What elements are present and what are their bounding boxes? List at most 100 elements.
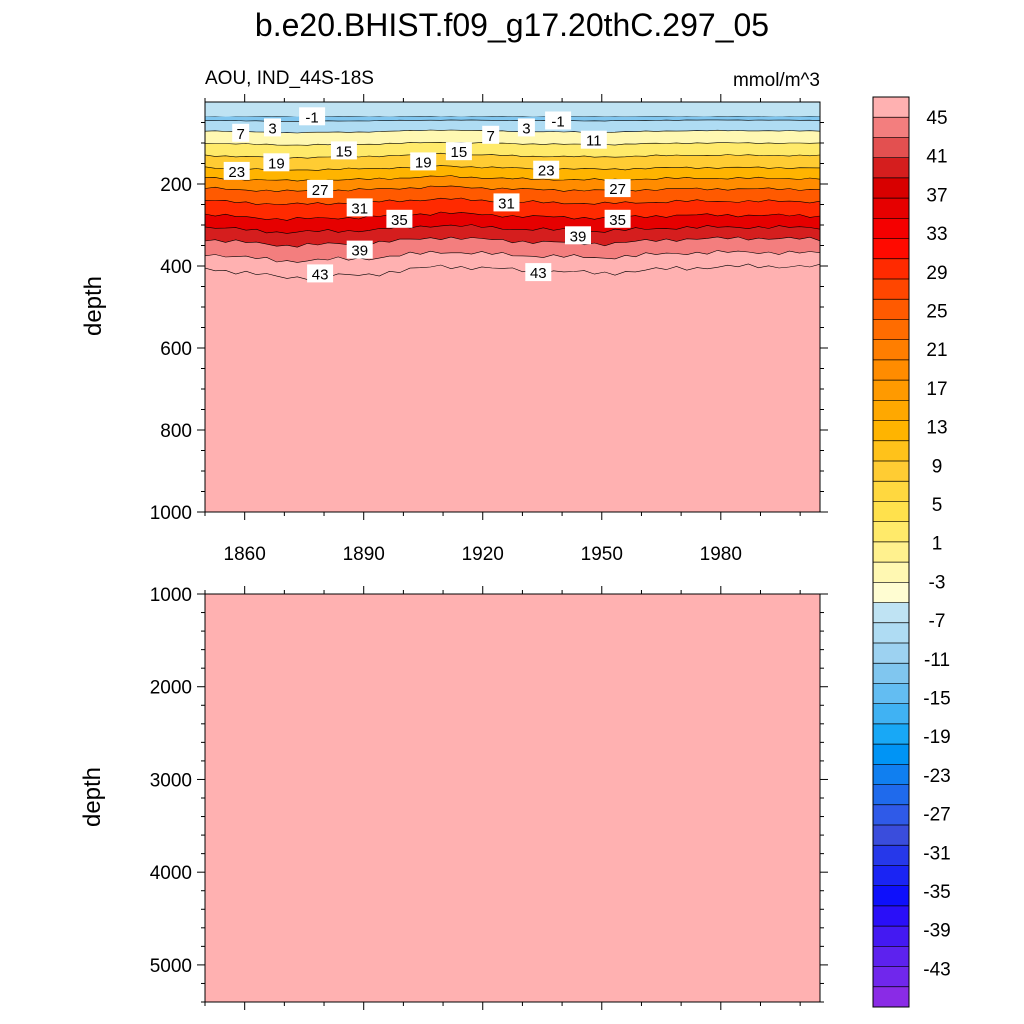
y-tick-label: 3000 bbox=[150, 770, 192, 791]
colorbar-box bbox=[873, 703, 909, 725]
colorbar-box bbox=[873, 400, 909, 421]
colorbar-box bbox=[873, 521, 909, 543]
colorbar-box bbox=[873, 258, 909, 280]
colorbar-label: -3 bbox=[929, 572, 946, 593]
colorbar-box bbox=[873, 157, 909, 179]
colorbar-label: -43 bbox=[923, 959, 950, 980]
contour-label-text: 19 bbox=[415, 154, 432, 171]
colorbar-label: -15 bbox=[923, 689, 950, 710]
colorbar-box bbox=[873, 279, 909, 300]
upper-contour-fills bbox=[205, 102, 820, 512]
colorbar-box bbox=[873, 541, 909, 563]
colorbar-box bbox=[873, 380, 909, 401]
contour-label-text: 31 bbox=[351, 200, 368, 217]
colorbar-label: -31 bbox=[923, 843, 950, 864]
colorbar-label: 45 bbox=[926, 108, 947, 129]
colorbar-box bbox=[873, 137, 909, 159]
colorbar-box bbox=[873, 97, 909, 118]
colorbar-box bbox=[873, 562, 909, 583]
contour-label-box bbox=[232, 123, 250, 142]
contour-label-box bbox=[565, 226, 591, 245]
contour-label-text: 35 bbox=[609, 212, 626, 229]
upper-depth-axis-label: depth bbox=[80, 276, 107, 336]
colorbar-label: 41 bbox=[926, 147, 947, 168]
colorbar-label: -19 bbox=[923, 727, 950, 748]
contour-label-box bbox=[604, 209, 631, 228]
contour-label-text: 7 bbox=[487, 128, 495, 145]
contour-label: 19 bbox=[263, 153, 290, 172]
x-tick-label: 1950 bbox=[581, 544, 623, 565]
colorbar-box bbox=[873, 946, 909, 967]
contour-label: 39 bbox=[346, 240, 373, 260]
colorbar-label: 1 bbox=[932, 534, 943, 555]
contour-label: 7 bbox=[482, 125, 500, 145]
contour-label-box bbox=[307, 179, 334, 198]
contour-label-box bbox=[445, 142, 472, 161]
colorbar-label: 13 bbox=[926, 418, 947, 439]
colorbar-box bbox=[873, 663, 909, 684]
colorbar-label: 21 bbox=[926, 340, 947, 361]
colorbar-box bbox=[873, 966, 909, 988]
contour-label: 19 bbox=[410, 152, 437, 171]
contour-label-box bbox=[346, 198, 373, 217]
contour-label-box bbox=[580, 130, 607, 149]
colorbar-box bbox=[873, 865, 909, 887]
colorbar-label: 25 bbox=[926, 302, 947, 323]
colorbar-box bbox=[873, 319, 909, 341]
colorbar-label: 33 bbox=[926, 224, 947, 245]
colorbar-box bbox=[873, 582, 909, 603]
colorbar-label: -35 bbox=[923, 882, 950, 903]
colorbar-box bbox=[873, 986, 909, 1008]
colorbar-label: 9 bbox=[932, 456, 943, 477]
colorbar-box bbox=[873, 198, 909, 219]
lower-plot-fill bbox=[204, 593, 821, 1003]
colorbar-box bbox=[873, 905, 909, 927]
contour-label-text: 43 bbox=[312, 266, 329, 283]
colorbar-box bbox=[873, 238, 909, 260]
contour-line-41 bbox=[205, 236, 820, 248]
left-string: AOU, IND_44S-18S bbox=[205, 68, 374, 89]
contour-label-box bbox=[386, 209, 413, 228]
contour-label-text: -1 bbox=[551, 114, 564, 131]
colorbar-box bbox=[873, 723, 909, 745]
contour-label-box bbox=[330, 141, 357, 160]
contour-label-box bbox=[307, 264, 334, 283]
upper-panel: -1 7 3 15 19 23 27 31 35 39 43 19 15 7 3 -1 11 23 27 31 35 39… bbox=[150, 94, 828, 565]
contour-line-17 bbox=[205, 165, 820, 171]
colorbar-box bbox=[873, 764, 909, 785]
contour-label-box bbox=[533, 160, 560, 179]
contour-label: 31 bbox=[493, 193, 520, 212]
contour-label: 3 bbox=[264, 118, 281, 137]
contour-label: 7 bbox=[232, 123, 250, 143]
contour-label-text: 3 bbox=[268, 120, 276, 137]
colorbar-box bbox=[873, 218, 909, 239]
colorbar-box bbox=[873, 339, 909, 361]
contour-line-13 bbox=[205, 152, 820, 159]
contour-label: 3 bbox=[517, 118, 535, 137]
contour-label-text: 23 bbox=[228, 164, 245, 181]
colorbar-box bbox=[873, 683, 909, 705]
contour-label-text: 3 bbox=[522, 120, 530, 137]
contour-label-box bbox=[299, 107, 326, 126]
contour-label-text: -1 bbox=[305, 109, 318, 126]
colorbar-box bbox=[873, 501, 909, 523]
contour-label-box bbox=[410, 152, 437, 171]
contour-label-text: 35 bbox=[391, 212, 408, 229]
contour-line-33 bbox=[205, 211, 820, 221]
contour-label-box bbox=[482, 125, 500, 144]
y-tick-label: 800 bbox=[160, 421, 192, 442]
colorbar-box bbox=[873, 643, 909, 664]
x-tick-label: 1860 bbox=[224, 544, 266, 565]
colorbar-label: 37 bbox=[926, 185, 947, 206]
contour-line-21 bbox=[205, 175, 820, 182]
y-tick-label: 1000 bbox=[150, 585, 192, 606]
contour-label-box bbox=[493, 193, 520, 212]
colorbar-label: 5 bbox=[932, 495, 943, 516]
y-tick-label: 400 bbox=[160, 257, 192, 278]
contour-label: 35 bbox=[386, 209, 413, 229]
colorbar-box bbox=[873, 784, 909, 806]
colorbar-frame bbox=[872, 96, 910, 1008]
colorbar: 45 41 37 33 29 25 21 17 13 9 5 1 -3 -7 -11 -15 -19 -23 -27… bbox=[872, 96, 951, 1008]
contour-label: 15 bbox=[445, 142, 472, 161]
contour-label-box bbox=[525, 263, 552, 282]
